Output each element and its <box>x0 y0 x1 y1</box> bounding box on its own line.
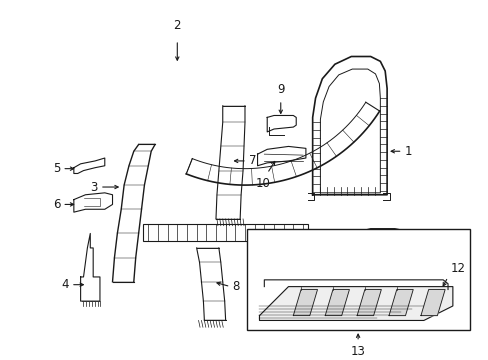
Bar <box>143 224 307 241</box>
Text: 10: 10 <box>255 177 270 190</box>
Polygon shape <box>356 289 381 316</box>
Text: 11: 11 <box>369 274 384 287</box>
Text: 6: 6 <box>53 198 60 211</box>
Polygon shape <box>388 289 412 316</box>
Text: 5: 5 <box>53 162 60 175</box>
Text: 8: 8 <box>232 280 239 293</box>
Text: 4: 4 <box>61 278 69 291</box>
Text: 13: 13 <box>350 345 365 357</box>
Text: 7: 7 <box>248 154 256 167</box>
Text: 2: 2 <box>173 19 181 32</box>
Text: 12: 12 <box>450 262 465 275</box>
Polygon shape <box>293 289 317 316</box>
Bar <box>246 229 469 330</box>
Polygon shape <box>325 289 349 316</box>
Text: 9: 9 <box>276 83 284 96</box>
Polygon shape <box>420 289 444 316</box>
Polygon shape <box>259 287 452 320</box>
Text: 1: 1 <box>404 145 411 158</box>
Text: 3: 3 <box>90 180 98 194</box>
